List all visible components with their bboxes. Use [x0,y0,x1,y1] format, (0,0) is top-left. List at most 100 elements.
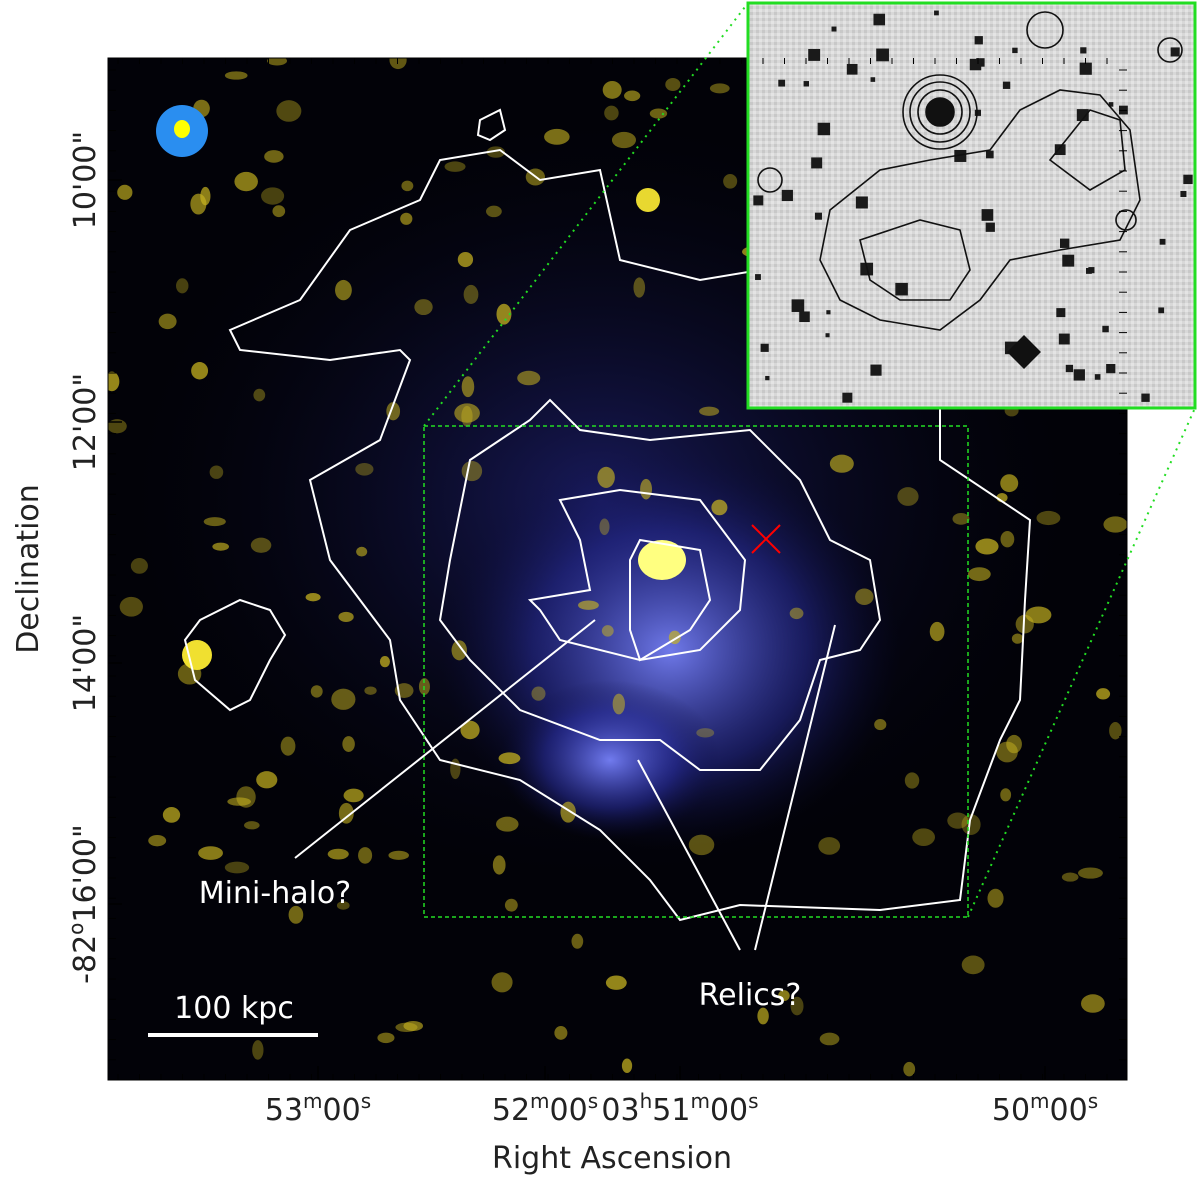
source [176,278,189,294]
inset-source [1106,363,1116,374]
inset-source [1080,47,1087,54]
inset-source [781,189,793,202]
source [544,128,570,145]
y-axis-label: Declination [11,484,46,654]
source [200,186,211,206]
inset-source [814,212,822,220]
source [517,370,541,386]
inset [746,1,1197,410]
source [709,83,730,94]
source [444,161,466,172]
source [335,279,352,301]
inset-source [1094,374,1101,380]
inset-source [760,343,769,352]
source [1025,606,1052,624]
radio-contours [183,108,1032,922]
source [688,834,715,856]
source [829,454,854,473]
source [227,797,251,806]
source [364,686,377,695]
inset-source [974,109,981,116]
cross-marker [751,524,781,554]
source [621,1058,633,1073]
source [252,1040,264,1060]
inset-source [842,392,853,403]
inset-source [1058,333,1070,345]
source [256,771,278,789]
source [1078,867,1103,879]
source [460,720,480,740]
source [486,205,502,218]
source [162,807,181,823]
x-tick-part: 03 [601,1093,639,1128]
inset-source [934,10,939,16]
source [336,901,350,910]
ticks [108,58,1127,1080]
inset-source [799,311,810,323]
source [531,686,546,701]
source [633,277,646,298]
inset-source [1159,238,1166,245]
source [276,100,302,122]
inset-source [855,196,868,209]
source [119,596,143,617]
source [601,625,614,637]
zoom-connectors [423,2,1196,918]
source [929,621,945,642]
x-tick-part: s [588,1089,598,1113]
y-tick-label: -82o16'00" [64,824,103,984]
x-tick-part: s [361,1089,371,1113]
pointer-lines [294,619,836,951]
source [612,693,625,715]
inset-source [1108,102,1114,107]
source [961,955,985,975]
source [961,814,981,835]
source [203,517,226,527]
inset-source [808,48,821,61]
source [578,600,599,610]
source [358,847,373,864]
source [234,171,258,192]
source [1011,633,1024,644]
x-tick-part: 00 [550,1093,588,1128]
source [665,78,681,92]
source [389,58,407,70]
source [912,828,935,847]
source [498,752,521,765]
x-tick-part: 00 [1050,1093,1088,1128]
inset-source [765,375,770,381]
source [897,487,919,506]
annotation: Relics? [699,978,802,1013]
source [723,173,738,189]
inset-source [969,58,982,71]
source [1109,721,1122,740]
source [377,1032,395,1044]
source [288,905,304,924]
source [236,786,256,808]
inset-source [974,36,983,45]
source [454,403,480,423]
inset-source [1056,308,1066,318]
source [403,1020,424,1031]
source [874,719,887,731]
inset-source [811,157,823,169]
inset-source [846,63,858,75]
inset-source [895,282,908,296]
source [611,131,637,149]
source [491,972,513,993]
source [355,462,374,476]
source [778,990,790,1002]
x-tick-label: 52m00s [492,1089,598,1128]
x-tick-part: 53 [265,1093,303,1128]
inset-source [1076,109,1089,122]
source [148,834,167,847]
inset-source [1065,364,1074,373]
source [244,821,260,830]
source [492,855,506,875]
plot-frame [107,57,1128,1081]
source [463,284,479,304]
inset-source [817,122,831,136]
inset-source [1085,268,1092,274]
source [952,512,970,525]
source [267,58,288,66]
